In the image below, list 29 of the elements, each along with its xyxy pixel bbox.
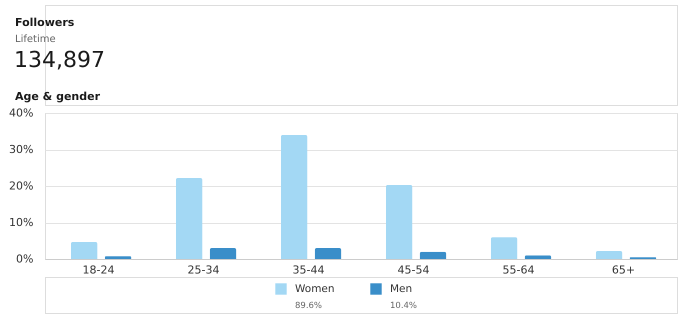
y-tick-label: 20% xyxy=(9,180,34,192)
x-tick-label: 35-44 xyxy=(292,264,324,276)
bar xyxy=(280,134,308,259)
chart-subtitle: Lifetime xyxy=(15,34,56,45)
x-tick-label: 45-54 xyxy=(398,264,430,276)
bar xyxy=(596,250,622,259)
legend-label: Men xyxy=(390,283,412,295)
text: 89.6% xyxy=(295,301,322,311)
bar xyxy=(386,184,412,259)
bar xyxy=(70,242,98,259)
bar xyxy=(314,248,342,259)
bar xyxy=(524,255,552,259)
x-tick-label: 65+ xyxy=(612,264,636,276)
text: 134,897 xyxy=(14,48,105,73)
legend-label: Women xyxy=(295,283,335,295)
text: Age & gender xyxy=(15,90,101,103)
y-tick-label: 10% xyxy=(9,216,34,229)
x-tick-label: 25-34 xyxy=(188,264,220,276)
y-tick-label: 40% xyxy=(9,106,34,120)
x-tick-label: 18-24 xyxy=(82,264,115,276)
bar xyxy=(490,237,518,259)
bar xyxy=(176,178,202,259)
y-tick-label: 30% xyxy=(9,143,34,156)
chart-title: Followers xyxy=(15,16,75,29)
text: 10.4% xyxy=(390,301,418,311)
bar xyxy=(420,252,446,259)
y-tick-label: 0% xyxy=(16,252,34,266)
x-tick-label: 55-64 xyxy=(502,264,534,276)
bar xyxy=(210,248,236,259)
